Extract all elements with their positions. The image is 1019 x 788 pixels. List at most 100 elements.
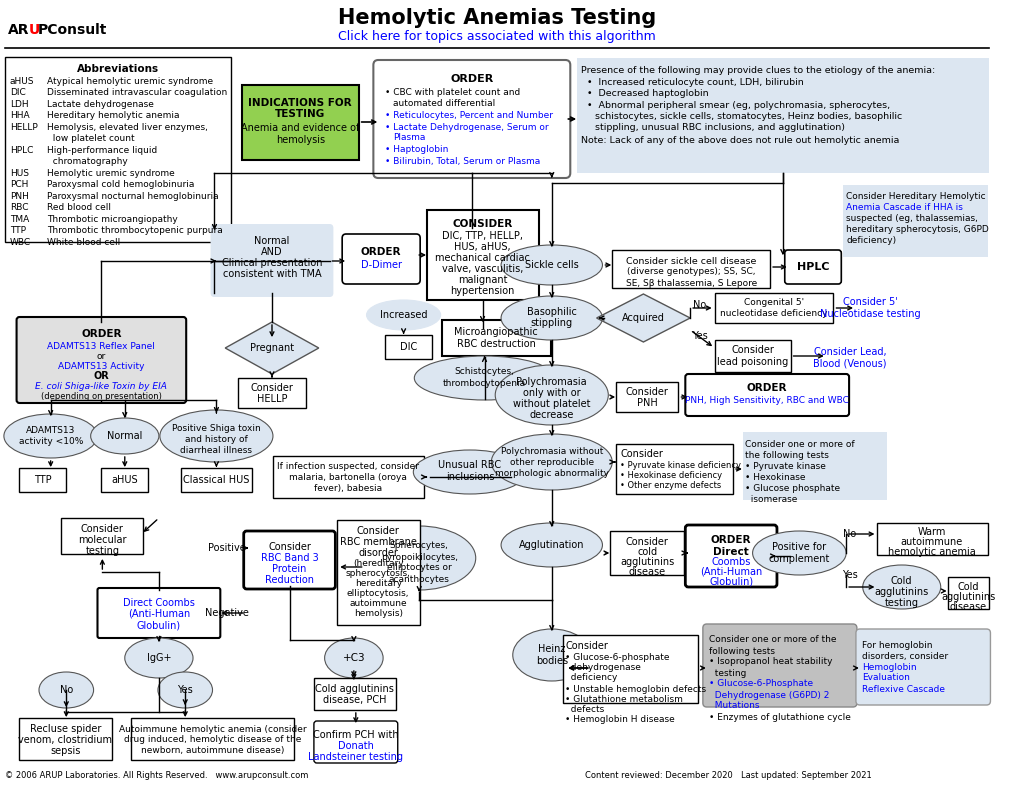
Text: Agglutination: Agglutination bbox=[519, 540, 584, 550]
Text: Heinz: Heinz bbox=[538, 644, 565, 654]
Text: • Unstable hemoglobin defects: • Unstable hemoglobin defects bbox=[565, 685, 706, 693]
Text: RBC: RBC bbox=[10, 203, 29, 212]
Text: autoimmune: autoimmune bbox=[350, 600, 407, 608]
FancyBboxPatch shape bbox=[98, 588, 220, 638]
Text: Normal: Normal bbox=[107, 431, 143, 441]
Text: Consider Lead,
Blood (Venous): Consider Lead, Blood (Venous) bbox=[812, 348, 886, 369]
Text: • Haptoglobin: • Haptoglobin bbox=[385, 144, 448, 154]
FancyBboxPatch shape bbox=[615, 444, 733, 494]
Text: and history of: and history of bbox=[184, 434, 248, 444]
Text: If infection suspected, consider: If infection suspected, consider bbox=[277, 462, 419, 470]
Text: disease, PCH: disease, PCH bbox=[323, 695, 386, 705]
Text: HPLC: HPLC bbox=[10, 146, 33, 154]
Text: Positive Shiga toxin: Positive Shiga toxin bbox=[172, 423, 261, 433]
Text: Cold: Cold bbox=[957, 582, 978, 592]
Text: Pregnant: Pregnant bbox=[250, 343, 293, 353]
Text: Increased: Increased bbox=[379, 310, 427, 320]
FancyBboxPatch shape bbox=[611, 250, 769, 288]
Text: Consider 5'
Nucleotidase testing: Consider 5' Nucleotidase testing bbox=[819, 297, 920, 319]
Text: SE, Sβ thalassemia, S Lepore: SE, Sβ thalassemia, S Lepore bbox=[625, 278, 756, 288]
Text: Abbreviations: Abbreviations bbox=[76, 64, 159, 74]
Text: White blood cell: White blood cell bbox=[47, 237, 120, 247]
Text: schistocytes, sickle cells, stomatocytes, Heinz bodies, basophilic: schistocytes, sickle cells, stomatocytes… bbox=[594, 111, 901, 121]
FancyBboxPatch shape bbox=[237, 378, 306, 408]
Text: valve, vasculitis,: valve, vasculitis, bbox=[441, 264, 523, 274]
Text: Negative: Negative bbox=[205, 608, 249, 618]
Text: •  Increased reticulocyte count, LDH, bilirubin: • Increased reticulocyte count, LDH, bil… bbox=[586, 77, 803, 87]
Text: disorders, consider: disorders, consider bbox=[861, 652, 947, 660]
Text: • Glutathione metabolism: • Glutathione metabolism bbox=[565, 696, 683, 704]
Text: Consider: Consider bbox=[565, 641, 607, 651]
FancyBboxPatch shape bbox=[341, 234, 420, 284]
Text: Hemolytic Anemias Testing: Hemolytic Anemias Testing bbox=[337, 8, 655, 28]
Text: deficiency): deficiency) bbox=[846, 236, 896, 244]
Text: spherocytosis,: spherocytosis, bbox=[345, 570, 411, 578]
Text: disease: disease bbox=[949, 602, 985, 612]
Text: Content reviewed: December 2020: Content reviewed: December 2020 bbox=[584, 771, 732, 779]
Text: elliptocytes or: elliptocytes or bbox=[386, 563, 451, 573]
FancyBboxPatch shape bbox=[685, 525, 776, 587]
Text: Globulin): Globulin) bbox=[137, 620, 180, 630]
Text: ADAMTS13 Reflex Panel: ADAMTS13 Reflex Panel bbox=[48, 341, 155, 351]
Text: Anemia and evidence of: Anemia and evidence of bbox=[240, 123, 359, 133]
Text: CONSIDER: CONSIDER bbox=[452, 219, 513, 229]
Text: Anemia Cascade if HHA is: Anemia Cascade if HHA is bbox=[846, 203, 962, 211]
Ellipse shape bbox=[413, 450, 526, 494]
Text: Paroxysmal nocturnal hemoglobinuria: Paroxysmal nocturnal hemoglobinuria bbox=[47, 191, 218, 200]
Text: Consider: Consider bbox=[357, 526, 399, 536]
Text: Atypical hemolytic uremic syndrome: Atypical hemolytic uremic syndrome bbox=[47, 76, 213, 86]
Text: Dehydrogenase (G6PD) 2: Dehydrogenase (G6PD) 2 bbox=[708, 690, 828, 700]
Text: without platelet: without platelet bbox=[513, 399, 590, 409]
FancyBboxPatch shape bbox=[101, 468, 148, 492]
FancyBboxPatch shape bbox=[876, 523, 986, 555]
Text: the following tests: the following tests bbox=[744, 451, 827, 459]
Text: • Glucose-6-Phosphate: • Glucose-6-Phosphate bbox=[708, 679, 812, 689]
Text: Thrombotic thrombocytopenic purpura: Thrombotic thrombocytopenic purpura bbox=[47, 226, 222, 235]
Text: © 2006 ARUP Laboratories. All Rights Reserved.   www.arupconsult.com: © 2006 ARUP Laboratories. All Rights Res… bbox=[5, 771, 308, 779]
Text: Congenital 5': Congenital 5' bbox=[743, 298, 803, 307]
Text: aHUS: aHUS bbox=[111, 475, 138, 485]
Text: inclusions: inclusions bbox=[445, 472, 493, 482]
Text: Yes: Yes bbox=[842, 570, 857, 580]
Text: Note: Lack of any of the above does not rule out hemolytic anemia: Note: Lack of any of the above does not … bbox=[581, 136, 899, 144]
Ellipse shape bbox=[158, 672, 212, 708]
Text: mechanical cardiac: mechanical cardiac bbox=[435, 253, 530, 263]
Text: • Pyruvate kinase deficiency: • Pyruvate kinase deficiency bbox=[620, 460, 740, 470]
Text: TTP: TTP bbox=[10, 226, 25, 235]
Text: PNH: PNH bbox=[636, 398, 657, 408]
FancyBboxPatch shape bbox=[61, 518, 143, 554]
Text: Positive: Positive bbox=[208, 543, 246, 553]
Text: Unusual RBC: Unusual RBC bbox=[438, 460, 501, 470]
Text: AND: AND bbox=[261, 247, 282, 257]
Text: Recluse spider: Recluse spider bbox=[30, 724, 101, 734]
Ellipse shape bbox=[495, 365, 607, 425]
Text: OR: OR bbox=[94, 371, 109, 381]
Text: Direct: Direct bbox=[712, 547, 748, 557]
Text: • Glucose phosphate: • Glucose phosphate bbox=[744, 484, 839, 492]
Text: stippling: stippling bbox=[530, 318, 573, 328]
Text: Yes: Yes bbox=[691, 331, 707, 341]
Text: •  Decreased haptoglobin: • Decreased haptoglobin bbox=[586, 88, 708, 98]
Text: elliptocytosis,: elliptocytosis, bbox=[346, 589, 409, 599]
Text: Polychromasia without: Polychromasia without bbox=[500, 447, 602, 455]
Text: ORDER: ORDER bbox=[746, 383, 787, 393]
Polygon shape bbox=[596, 294, 690, 342]
Text: Hemolytic uremic syndrome: Hemolytic uremic syndrome bbox=[47, 169, 174, 177]
Text: • Enzymes of glutathione cycle: • Enzymes of glutathione cycle bbox=[708, 712, 850, 722]
Text: thrombocytopenia: thrombocytopenia bbox=[442, 378, 526, 388]
Text: hypertension: hypertension bbox=[450, 286, 515, 296]
Ellipse shape bbox=[324, 638, 383, 678]
Text: Direct Coombs: Direct Coombs bbox=[123, 598, 195, 608]
Text: acanthocytes: acanthocytes bbox=[388, 574, 449, 583]
Text: Last updated: September 2021: Last updated: September 2021 bbox=[740, 771, 871, 779]
FancyBboxPatch shape bbox=[373, 60, 570, 178]
FancyBboxPatch shape bbox=[702, 624, 856, 707]
Text: Protein: Protein bbox=[272, 564, 307, 574]
Text: Paroxysmal cold hemoglobinuria: Paroxysmal cold hemoglobinuria bbox=[47, 180, 194, 189]
Text: Positive for: Positive for bbox=[771, 542, 825, 552]
Text: TESTING: TESTING bbox=[275, 109, 325, 119]
FancyBboxPatch shape bbox=[685, 374, 848, 416]
Text: Presence of the following may provide clues to the etiology of the anemia:: Presence of the following may provide cl… bbox=[581, 65, 934, 75]
Text: testing: testing bbox=[86, 546, 119, 556]
Ellipse shape bbox=[366, 300, 440, 330]
